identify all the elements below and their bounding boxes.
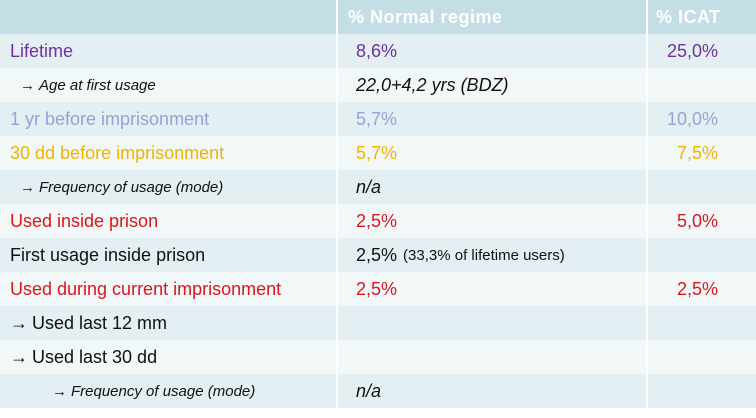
normal-value: n/a	[338, 170, 648, 204]
row-label: Used last 30 dd	[32, 346, 158, 367]
icat-value	[648, 374, 756, 408]
row-label: Lifetime	[0, 34, 338, 68]
normal-value: n/a	[338, 374, 648, 408]
normal-value: 5,7%	[338, 102, 648, 136]
normal-value: 5,7%	[338, 136, 648, 170]
normal-value: 8,6%	[338, 34, 648, 68]
icat-value	[648, 340, 756, 374]
icat-value: 7,5%	[676, 142, 718, 163]
normal-value: 2,5%	[338, 272, 648, 306]
header-normal-regime: % Normal regime	[338, 0, 648, 34]
row-label: 30 dd before imprisonment	[0, 136, 338, 170]
data-table: % Normal regime % ICAT Lifetime 8,6% 25,…	[0, 0, 756, 408]
table-header: % Normal regime % ICAT	[0, 0, 756, 34]
arrow-icon: →	[10, 312, 28, 333]
normal-value	[338, 340, 648, 374]
table-row-used-inside-prison: Used inside prison 2,5% 5,0%	[0, 204, 756, 238]
row-label: Frequency of usage (mode)	[71, 382, 256, 400]
normal-value: 2,5%	[356, 244, 398, 265]
table-row-used-last-12mm: → Used last 12 mm	[0, 306, 756, 340]
table-row-30dd-before: 30 dd before imprisonment 5,7% 7,5%	[0, 136, 756, 170]
normal-value	[338, 306, 648, 340]
header-col1	[0, 0, 338, 34]
icat-value: 10,0%	[666, 108, 718, 129]
row-label: Frequency of usage (mode)	[39, 178, 224, 196]
row-label: Used last 12 mm	[32, 312, 168, 333]
row-label: Used inside prison	[0, 204, 338, 238]
table-row-first-usage-inside: First usage inside prison 2,5% (33,3% of…	[0, 238, 756, 272]
normal-note: (33,3% of lifetime users)	[403, 246, 565, 264]
table-row-1yr-before: 1 yr before imprisonment 5,7% 10,0%	[0, 102, 756, 136]
icat-value	[648, 306, 756, 340]
row-label: First usage inside prison	[0, 238, 338, 272]
row-label: Age at first usage	[39, 76, 156, 94]
arrow-icon: →	[20, 76, 35, 94]
table-row-age-first-usage: → Age at first usage 22,0+4,2 yrs (BDZ)	[0, 68, 756, 102]
icat-value: 5,0%	[676, 210, 718, 231]
icat-value: 2,5%	[676, 278, 718, 299]
icat-value: 25,0%	[666, 40, 718, 61]
table-row-frequency: → Frequency of usage (mode) n/a	[0, 170, 756, 204]
table-row-used-current-imprisonment: Used during current imprisonment 2,5% 2,…	[0, 272, 756, 306]
row-label: 1 yr before imprisonment	[0, 102, 338, 136]
arrow-icon: →	[10, 346, 28, 367]
row-label: Used during current imprisonment	[0, 272, 338, 306]
icat-value	[648, 68, 756, 102]
arrow-icon: →	[20, 178, 35, 196]
table-row-used-last-30dd: → Used last 30 dd	[0, 340, 756, 374]
normal-value: 2,5%	[338, 204, 648, 238]
icat-value	[648, 238, 756, 272]
table-row-lifetime: Lifetime 8,6% 25,0%	[0, 34, 756, 68]
arrow-icon: →	[52, 382, 67, 400]
header-icat: % ICAT	[656, 6, 721, 27]
table-row-frequency-last: → Frequency of usage (mode) n/a	[0, 374, 756, 408]
icat-value	[648, 170, 756, 204]
normal-value: 22,0+4,2 yrs (BDZ)	[338, 68, 648, 102]
